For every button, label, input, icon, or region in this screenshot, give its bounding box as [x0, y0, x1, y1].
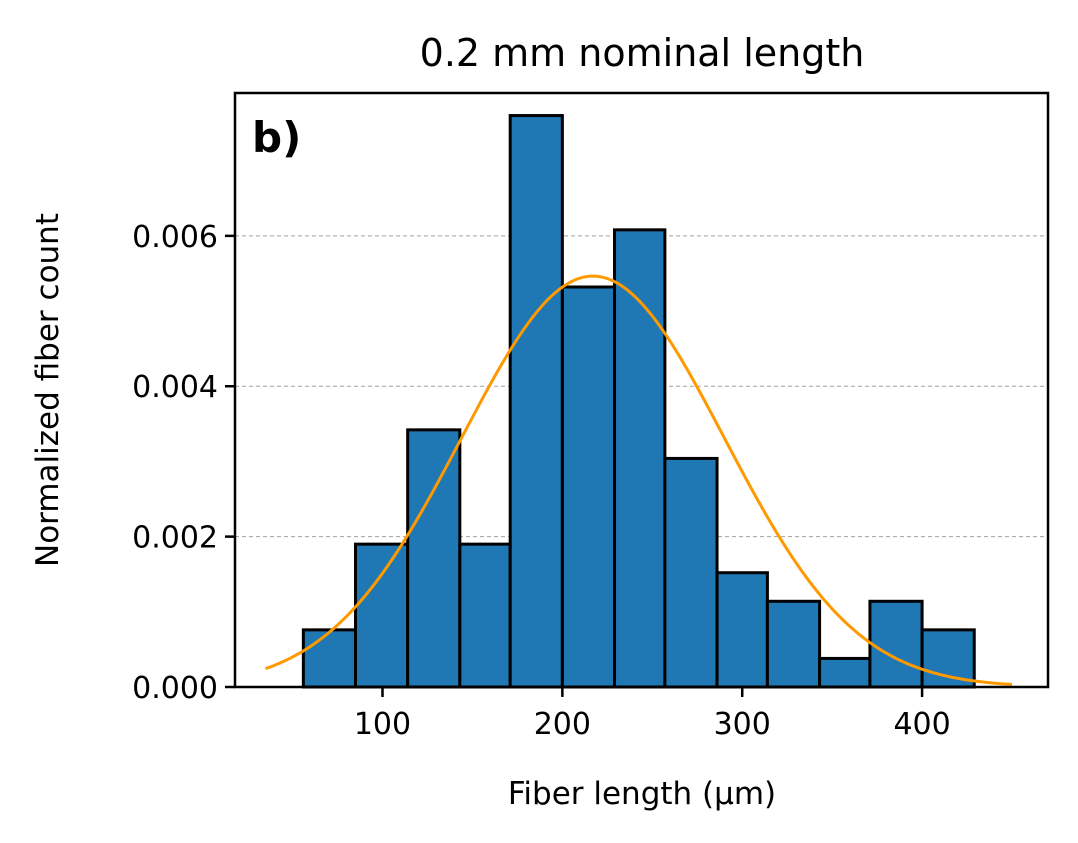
y-tick-label-0: 0.000	[132, 671, 218, 706]
x-tick-label-1: 200	[534, 707, 591, 742]
histogram-bars	[301, 114, 976, 689]
y-tick-label-2: 0.004	[132, 370, 218, 405]
fit-curve	[265, 274, 1013, 686]
histogram-bar-7	[663, 456, 719, 689]
histogram-bar-11	[868, 599, 924, 689]
histogram-bar-4	[508, 114, 564, 689]
histogram-bar-5	[560, 285, 617, 689]
histogram-bar-3	[458, 542, 512, 689]
histogram-bar-9	[765, 599, 822, 689]
histogram-bar-0	[301, 628, 358, 689]
x-axis-ticks: 100 200 300 400	[354, 687, 951, 742]
histogram-bar-1	[354, 542, 410, 689]
x-axis-label: Fiber length (µm)	[508, 776, 776, 812]
x-tick-label-2: 300	[714, 707, 771, 742]
panel-label: b)	[252, 113, 301, 162]
x-tick-label-3: 400	[893, 707, 950, 742]
y-axis-label: Normalized fiber count	[30, 213, 66, 567]
y-tick-label-3: 0.006	[132, 220, 218, 255]
histogram-bar-2	[406, 428, 462, 689]
chart-title: 0.2 mm nominal length	[420, 31, 865, 75]
histogram-bar-8	[715, 571, 769, 689]
plot-frame	[233, 91, 1050, 689]
y-tick-label-1: 0.002	[132, 521, 218, 556]
y-axis-ticks: 0.000 0.002 0.004 0.006	[132, 220, 235, 706]
histogram-bar-10	[818, 656, 872, 689]
x-tick-label-0: 100	[354, 707, 411, 742]
histogram-bar-6	[613, 228, 667, 689]
